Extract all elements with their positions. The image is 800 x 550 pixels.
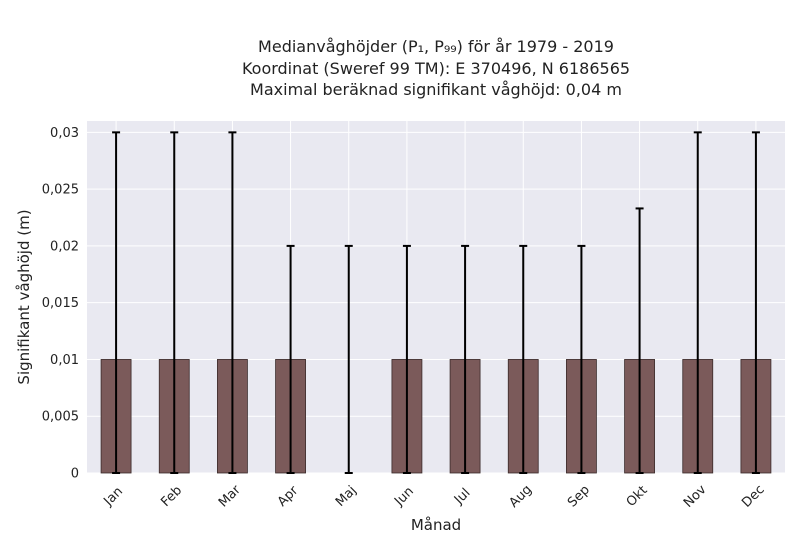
y-axis-label: Signifikant våghöjd (m) xyxy=(15,209,33,384)
y-tick-label: 0 xyxy=(71,467,79,482)
x-tick-label: Nov xyxy=(681,482,710,511)
chart-title-line-2: Koordinat (Sweref 99 TM): E 370496, N 61… xyxy=(242,59,630,78)
x-tick-label: Sep xyxy=(565,483,593,511)
chart-title-line-1: Medianvåghöjder (P₁, P₉₉) för år 1979 - … xyxy=(258,37,614,56)
error-bars xyxy=(112,131,760,474)
x-tick-label: Mar xyxy=(216,482,244,510)
x-tick-label: Apr xyxy=(275,483,302,510)
x-tick-label: Feb xyxy=(158,483,185,510)
y-tick-label: 0,005 xyxy=(42,410,79,425)
plot-area xyxy=(87,121,785,473)
y-tick-label: 0,02 xyxy=(50,239,79,254)
y-tick-label: 0,01 xyxy=(50,353,79,368)
x-axis-ticks: Jan Feb Mar Apr Maj Jun Jul Aug Sep Okt Nov Dec xyxy=(101,482,768,511)
y-tick-label: 0,025 xyxy=(42,183,79,198)
y-tick-label: 0,03 xyxy=(50,126,79,141)
x-tick-label: Okt xyxy=(624,483,651,510)
x-tick-label: Jul xyxy=(451,486,473,508)
x-tick-label: Aug xyxy=(506,482,535,511)
y-axis-ticks: 0 0,005 0,01 0,015 0,02 0,025 0,03 xyxy=(42,126,79,482)
chart-title-line-3: Maximal beräknad signifikant våghöjd: 0,… xyxy=(250,80,622,99)
x-axis-label: Månad xyxy=(411,516,461,534)
x-tick-label: Dec xyxy=(739,482,767,510)
x-tick-label: Maj xyxy=(333,483,360,510)
y-tick-label: 0,015 xyxy=(42,296,79,311)
x-tick-label: Jan xyxy=(101,484,126,509)
x-tick-label: Jun xyxy=(391,484,417,510)
